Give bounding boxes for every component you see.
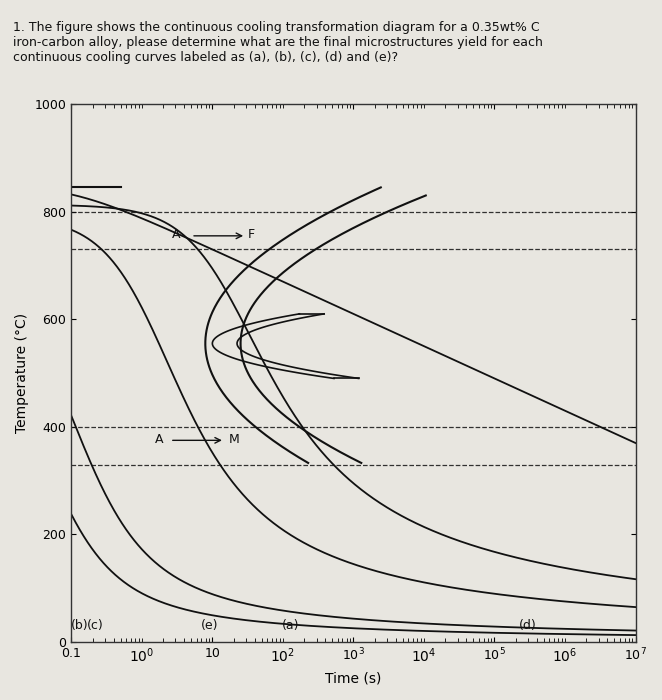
Text: (d): (d)	[519, 620, 537, 632]
Text: 1. The figure shows the continuous cooling transformation diagram for a 0.35wt% : 1. The figure shows the continuous cooli…	[13, 21, 543, 64]
Text: (e): (e)	[201, 620, 218, 632]
Y-axis label: Temperature (°C): Temperature (°C)	[15, 313, 29, 433]
Text: A: A	[171, 228, 180, 242]
Text: (c): (c)	[87, 620, 104, 632]
Text: M: M	[228, 433, 240, 446]
Text: F: F	[248, 228, 255, 242]
Text: (b): (b)	[71, 620, 88, 632]
Text: A: A	[154, 433, 163, 446]
X-axis label: Time (s): Time (s)	[325, 671, 381, 685]
Text: (a): (a)	[282, 620, 300, 632]
